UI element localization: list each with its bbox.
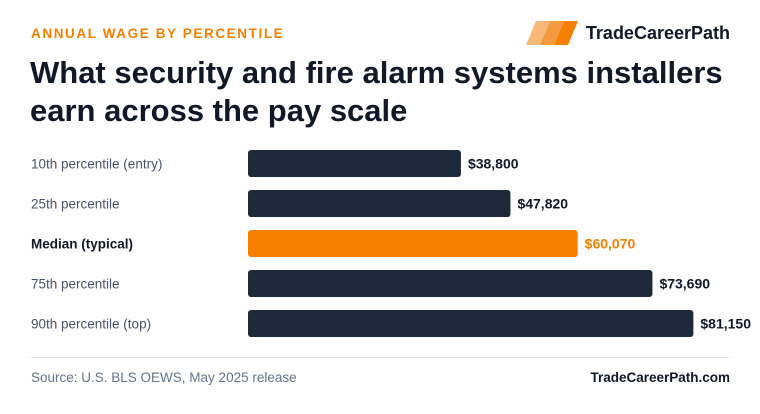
site-url: TradeCareerPath.com — [590, 370, 730, 385]
value-label-75th-percentile: $73,690 — [659, 276, 710, 292]
brand: TradeCareerPath — [525, 21, 730, 45]
slanted-stripes-logo-icon — [525, 21, 578, 45]
category-label-25th-percentile: 25th percentile — [31, 197, 120, 212]
value-label-90th-percentile-top: $81,150 — [700, 316, 751, 332]
page-title: What security and fire alarm systems ins… — [30, 55, 723, 128]
value-label-25th-percentile: $47,820 — [517, 196, 568, 212]
percentile-bar-chart: 10th percentile (entry) $38,800 25th perce… — [31, 150, 751, 337]
value-label-median-typical: $60,070 — [585, 236, 636, 252]
category-label-median-typical: Median (typical) — [31, 237, 133, 252]
bar-25th-percentile — [248, 190, 511, 217]
footer-divider — [30, 357, 730, 358]
category-label-75th-percentile: 75th percentile — [31, 277, 120, 292]
brand-name: TradeCareerPath — [585, 22, 730, 43]
bar-median-typical — [248, 230, 578, 257]
bar-75th-percentile — [248, 270, 653, 297]
eyebrow-label: ANNUAL WAGE BY PERCENTILE — [31, 26, 285, 41]
category-label-90th-percentile-top: 90th percentile (top) — [31, 317, 151, 332]
bar-10th-percentile-entry — [248, 150, 461, 177]
source-note: Source: U.S. BLS OEWS, May 2025 release — [31, 370, 297, 385]
category-label-10th-percentile-entry: 10th percentile (entry) — [31, 157, 162, 172]
bar-90th-percentile-top — [248, 310, 694, 337]
value-label-10th-percentile-entry: $38,800 — [468, 156, 519, 172]
